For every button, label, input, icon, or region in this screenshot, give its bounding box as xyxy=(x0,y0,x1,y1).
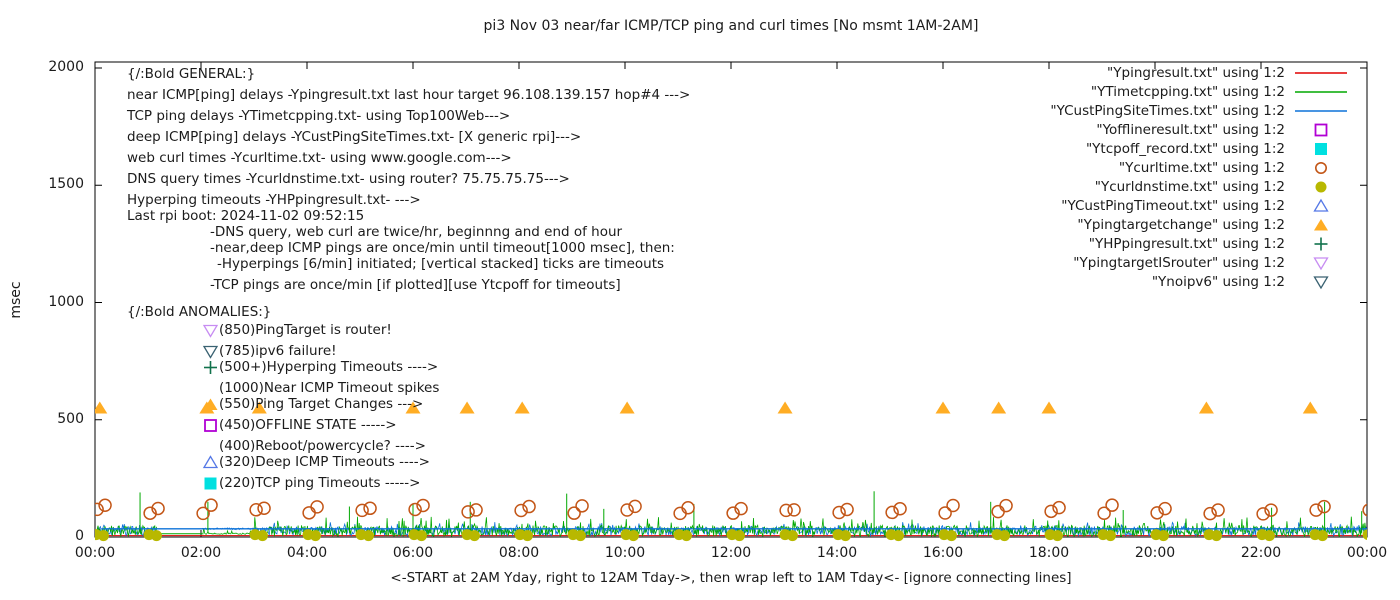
line-icon xyxy=(1294,84,1348,100)
x-tick-label: 00:00 xyxy=(74,545,116,561)
general-annotation-line: Hyperping timeouts -YHPpingresult.txt- -… xyxy=(127,192,421,208)
tri-down-open-icon xyxy=(202,344,219,359)
legend-label: "Ynoipv6" using 1:2 xyxy=(1151,273,1285,290)
legend-label: "Ypingresult.txt" using 1:2 xyxy=(1107,64,1285,81)
anomaly-annotation-line: (550)Ping Target Changes ---> xyxy=(219,396,424,412)
legend-item: "YTimetcpping.txt" using 1:2 xyxy=(1050,82,1348,101)
legend-item: "Ytcpoff_record.txt" using 1:2 xyxy=(1050,139,1348,158)
general-annotation-line: deep ICMP[ping] delays -YCustPingSiteTim… xyxy=(127,129,582,145)
legend-label: "Ycurltime.txt" using 1:2 xyxy=(1118,159,1285,176)
circle-open-icon xyxy=(1294,160,1348,176)
legend-item: "YCustPingSiteTimes.txt" using 1:2 xyxy=(1050,101,1348,120)
plus-icon xyxy=(202,360,219,375)
circle-fill-icon xyxy=(1294,179,1348,195)
legend-label: "Ycurldnstime.txt" using 1:2 xyxy=(1094,178,1285,195)
line-icon xyxy=(1294,65,1348,81)
x-tick-label: 10:00 xyxy=(604,545,646,561)
anomaly-annotation-line: (450)OFFLINE STATE -----> xyxy=(219,417,397,433)
square-open-icon xyxy=(1294,122,1348,138)
x-tick-label: 16:00 xyxy=(922,545,964,561)
legend-label: "YHPpingresult.txt" using 1:2 xyxy=(1088,235,1285,252)
legend-item: "YCustPingTimeout.txt" using 1:2 xyxy=(1050,196,1348,215)
x-tick-label: 06:00 xyxy=(392,545,434,561)
general-annotation-line: {/:Bold GENERAL:} xyxy=(127,66,256,82)
x-tick-label: 00:00 xyxy=(1346,545,1388,561)
anomaly-annotation-line: (400)Reboot/powercycle? ----> xyxy=(219,438,426,454)
legend-label: "YCustPingSiteTimes.txt" using 1:2 xyxy=(1050,102,1285,119)
legend-item: "YHPpingresult.txt" using 1:2 xyxy=(1050,234,1348,253)
legend-item: "Ypingresult.txt" using 1:2 xyxy=(1050,63,1348,82)
anomalies-header: {/:Bold ANOMALIES:} xyxy=(127,304,272,320)
tri-down-open-icon xyxy=(1294,274,1348,290)
x-tick-label: 02:00 xyxy=(180,545,222,561)
y-tick-label: 0 xyxy=(75,528,84,544)
y-tick-label: 1000 xyxy=(48,293,84,310)
general-annotation-line: web curl times -Ycurltime.txt- using www… xyxy=(127,150,512,166)
y-tick-label: 2000 xyxy=(48,59,84,75)
legend-item: "YpingtargetISrouter" using 1:2 xyxy=(1050,253,1348,272)
plus-icon xyxy=(1294,236,1348,252)
general-annotation-line: -DNS query, web curl are twice/hr, begin… xyxy=(210,224,623,240)
general-annotation-line: -Hyperpings [6/min] initiated; [vertical… xyxy=(217,256,665,272)
x-tick-label: 20:00 xyxy=(1134,545,1176,561)
x-axis-caption: <-START at 2AM Yday, right to 12AM Tday-… xyxy=(390,570,1072,586)
tri-up-open-icon xyxy=(1294,198,1348,214)
tri-up-open-icon xyxy=(202,455,219,470)
general-annotation-line: -TCP pings are once/min [if plotted][use… xyxy=(210,277,621,293)
anomaly-annotation-line: (1000)Near ICMP Timeout spikes xyxy=(219,380,440,396)
x-tick-label: 22:00 xyxy=(1240,545,1282,561)
general-annotation-line: TCP ping delays -YTimetcpping.txt- using… xyxy=(127,108,511,124)
anomaly-annotation-line: (500+)Hyperping Timeouts ----> xyxy=(219,359,439,375)
x-tick-label: 14:00 xyxy=(816,545,858,561)
legend-item: "Yofflineresult.txt" using 1:2 xyxy=(1050,120,1348,139)
x-tick-label: 18:00 xyxy=(1028,545,1070,561)
anomaly-annotation-line: (785)ipv6 failure! xyxy=(219,343,337,359)
tri-down-open-icon xyxy=(1294,255,1348,271)
y-tick-label: 1500 xyxy=(48,176,84,193)
legend-item: "Ynoipv6" using 1:2 xyxy=(1050,272,1348,291)
legend-label: "Ytcpoff_record.txt" using 1:2 xyxy=(1085,140,1285,157)
general-annotation-line: near ICMP[ping] delays -Ypingresult.txt … xyxy=(127,87,691,103)
x-tick-label: 12:00 xyxy=(710,545,752,561)
square-fill-icon xyxy=(202,476,219,491)
legend-item: "Ycurltime.txt" using 1:2 xyxy=(1050,158,1348,177)
legend-label: "YCustPingTimeout.txt" using 1:2 xyxy=(1061,197,1285,214)
legend-label: "YpingtargetISrouter" using 1:2 xyxy=(1073,254,1285,271)
legend-label: "YTimetcpping.txt" using 1:2 xyxy=(1090,83,1285,100)
legend-item: "Ycurldnstime.txt" using 1:2 xyxy=(1050,177,1348,196)
legend: "Ypingresult.txt" using 1:2 "YTimetcpping… xyxy=(1050,63,1348,291)
legend-label: "Ypingtargetchange" using 1:2 xyxy=(1077,216,1285,233)
square-open-icon xyxy=(202,418,219,433)
general-annotation-line: DNS query times -Ycurldnstime.txt- using… xyxy=(127,171,570,187)
legend-item: "Ypingtargetchange" using 1:2 xyxy=(1050,215,1348,234)
x-tick-label: 04:00 xyxy=(286,545,328,561)
chart-title: pi3 Nov 03 near/far ICMP/TCP ping and cu… xyxy=(483,18,979,34)
anomaly-annotation-line: (850)PingTarget is router! xyxy=(219,322,392,338)
tri-up-fill-icon xyxy=(202,397,219,412)
tri-down-open-icon xyxy=(202,323,219,338)
tri-up-fill-icon xyxy=(1294,217,1348,233)
square-fill-icon xyxy=(1294,141,1348,157)
line-icon xyxy=(1294,103,1348,119)
general-annotation-line: Last rpi boot: 2024-11-02 09:52:15 xyxy=(127,208,365,224)
general-annotation-line: -near,deep ICMP pings are once/min until… xyxy=(210,240,675,256)
anomaly-annotation-line: (220)TCP ping Timeouts -----> xyxy=(219,475,421,491)
y-tick-label: 500 xyxy=(57,410,84,427)
x-tick-label: 08:00 xyxy=(498,545,540,561)
anomaly-annotation-line: (320)Deep ICMP Timeouts ----> xyxy=(219,454,430,470)
legend-label: "Yofflineresult.txt" using 1:2 xyxy=(1096,121,1285,138)
